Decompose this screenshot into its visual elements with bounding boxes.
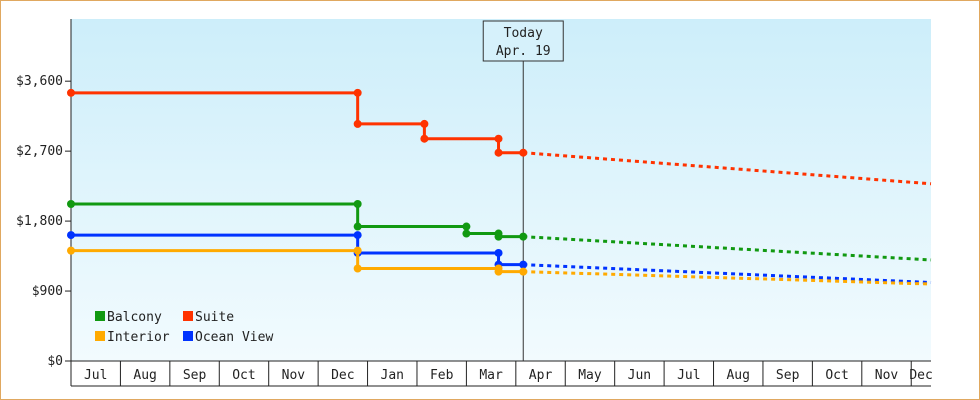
y-tick-label: $900: [32, 284, 63, 299]
x-tick-label: Oct: [232, 368, 255, 383]
series-layer: [67, 88, 932, 286]
suite-point: [494, 134, 503, 143]
suite-point: [420, 134, 429, 143]
x-tick-label: Dec: [331, 368, 354, 383]
balcony-point: [519, 232, 528, 241]
today-box: [482, 20, 564, 62]
balcony-point: [462, 229, 471, 238]
today-marker: Today Apr. 19: [482, 20, 564, 361]
ocean-view-point: [353, 231, 362, 240]
x-tick-label: Nov: [875, 368, 899, 383]
interior-point: [353, 264, 362, 273]
x-tick-label: Jun: [628, 368, 651, 383]
y-tick-label: $0: [47, 354, 63, 369]
y-tick-label: $3,600: [16, 74, 63, 89]
x-tick-label: Jul: [84, 368, 107, 383]
balcony-point: [353, 222, 362, 231]
x-tick-label: May: [578, 368, 602, 383]
ocean-view-point: [494, 248, 503, 257]
suite-point: [494, 148, 503, 157]
interior-point: [353, 246, 362, 255]
legend: Balcony Suite Interior Ocean View: [95, 310, 273, 345]
suite-point: [519, 148, 528, 157]
interior-point: [494, 267, 503, 276]
x-axis: Jul Aug Sep Oct Nov Dec Jan Feb Mar Apr May Jun Jul A…: [70, 360, 933, 387]
balcony-point: [67, 199, 75, 208]
x-tick-label: Oct: [825, 368, 848, 383]
today-date-label: Apr. 19: [496, 44, 551, 59]
suite-point: [353, 88, 362, 97]
balcony-point: [494, 232, 503, 241]
today-label: Today: [504, 26, 543, 41]
interior-history-line: [71, 249, 524, 274]
suite-legend-label: Suite: [195, 310, 234, 325]
balcony-legend-label: Balcony: [107, 310, 162, 325]
x-tick-label: Jul: [677, 368, 700, 383]
y-axis: $0 $900 $1,800 $2,700 $3,600: [16, 19, 72, 369]
y-tick-label: $1,800: [16, 214, 63, 229]
x-tick-label: Sep: [183, 368, 207, 383]
ocean-view-point: [67, 231, 75, 240]
x-tick-label: Mar: [479, 368, 503, 383]
suite-point: [420, 119, 429, 128]
x-tick-label: Jan: [381, 368, 404, 383]
interior-point: [67, 246, 75, 255]
ocean-view-point: [519, 260, 528, 269]
balcony-point: [462, 222, 471, 231]
ocean-view-legend-label: Ocean View: [195, 330, 273, 345]
interior-projection-line: [523, 270, 932, 286]
interior-legend-swatch: [95, 331, 105, 341]
x-tick-label: Nov: [282, 368, 306, 383]
interior-point: [519, 267, 528, 276]
balcony-point: [353, 199, 362, 208]
x-tick-label: Apr: [529, 368, 553, 383]
y-tick-label: $2,700: [16, 144, 63, 159]
x-tick-label: Dec: [909, 368, 932, 383]
balcony-legend-swatch: [95, 311, 105, 321]
x-tick-label: Aug: [726, 368, 749, 383]
x-tick-label: Feb: [430, 368, 454, 383]
ocean-view-history-line: [71, 233, 524, 267]
suite-point: [353, 119, 362, 128]
plot-background: [71, 19, 931, 361]
x-tick-label: Sep: [776, 368, 800, 383]
suite-point: [67, 88, 75, 97]
interior-legend-label: Interior: [107, 330, 170, 345]
x-tick-label: Aug: [133, 368, 156, 383]
ocean-view-legend-swatch: [183, 331, 193, 341]
suite-legend-swatch: [183, 311, 193, 321]
